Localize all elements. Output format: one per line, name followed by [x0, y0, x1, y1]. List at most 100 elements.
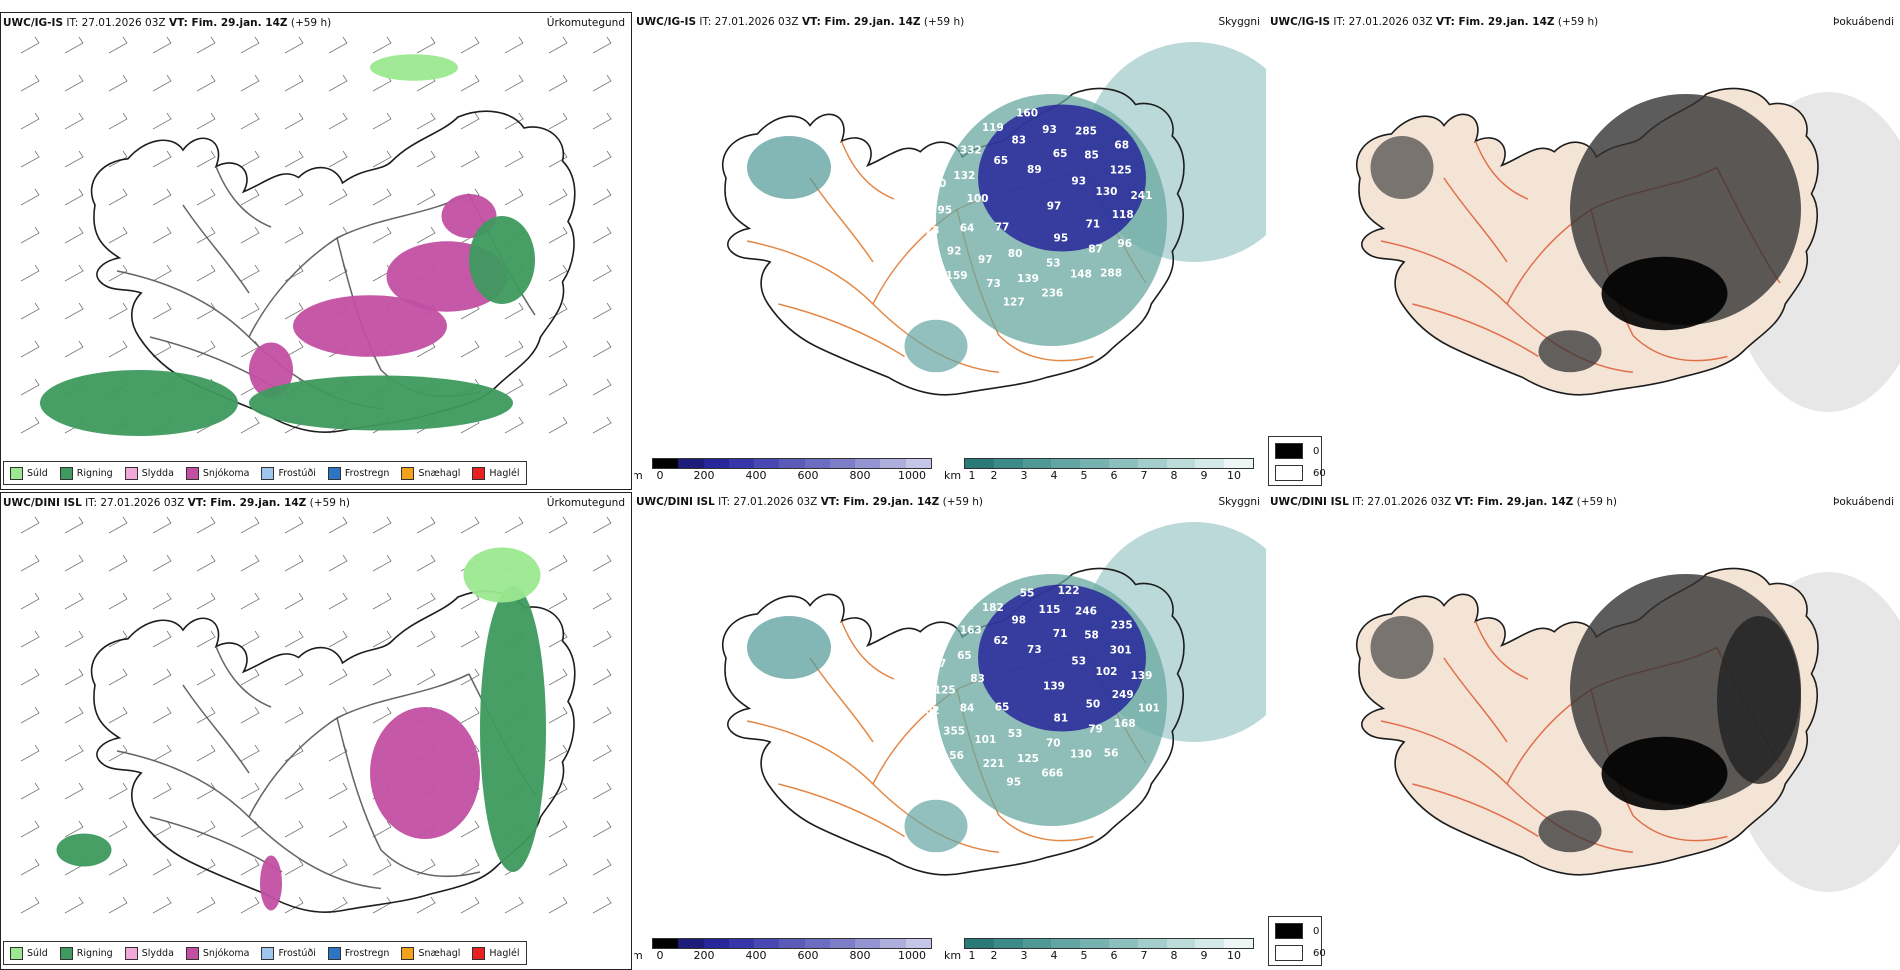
- cloud-base-label: 173: [918, 225, 940, 237]
- wind-barb: [108, 226, 128, 244]
- wind-barb: [372, 592, 392, 610]
- wind-barb: [548, 226, 568, 244]
- legend-label: Haglél: [489, 467, 520, 479]
- wind-barb: [284, 706, 304, 724]
- colorbar-tick: 9: [1200, 469, 1208, 482]
- wind-barb: [460, 858, 480, 876]
- snowfall-area: [249, 342, 293, 398]
- legend-label: Snjókoma: [202, 947, 250, 959]
- wind-barb: [152, 896, 172, 914]
- cloud-base-label: 125: [1110, 164, 1132, 176]
- panel-title: UWC/IG-IS IT: 27.01.2026 03Z VT: Fim. 29…: [3, 17, 332, 29]
- colorbar-tick: 10: [1227, 469, 1241, 482]
- colorbar-step: [993, 459, 1023, 468]
- wind-barb: [152, 516, 172, 534]
- panel-visibility-row2: UWC/DINI ISL IT: 27.01.2026 03Z VT: Fim.…: [634, 492, 1266, 970]
- wind-barb: [20, 554, 40, 572]
- wind-barb: [416, 858, 436, 876]
- legend-swatch: [10, 466, 23, 480]
- cloud-base-label: 202: [918, 705, 940, 717]
- wind-barb: [548, 150, 568, 168]
- precip-legend: Súld Rigning Slydda Snjókoma Frostúði Frostre…: [3, 941, 527, 965]
- snowfall-area: [293, 295, 447, 357]
- colorbar-tick: 7: [1140, 949, 1148, 962]
- legend-swatch: [10, 946, 23, 960]
- wind-barb: [460, 74, 480, 92]
- cloud-base-label: 126: [903, 195, 925, 207]
- wind-barb: [284, 36, 304, 54]
- wind-barb: [20, 264, 40, 282]
- colorbar-step: [754, 459, 780, 468]
- road-line: [1412, 783, 1539, 838]
- wind-barb: [20, 668, 40, 686]
- low-visibility-area: [747, 616, 831, 679]
- colorbar-step: [703, 459, 729, 468]
- wind-barb: [20, 630, 40, 648]
- wind-barb: [240, 744, 260, 762]
- wind-barb: [460, 36, 480, 54]
- wind-barb: [20, 150, 40, 168]
- fog-map: [1355, 87, 1900, 412]
- colorbar-step: [1195, 939, 1225, 948]
- cloud-base-label: 125: [1017, 753, 1039, 765]
- colorbar-step: [653, 939, 679, 948]
- cloud-base-label: 111: [951, 600, 973, 612]
- cloud-base-label: 168: [1114, 718, 1136, 730]
- cloud-base-label: 95: [937, 205, 952, 217]
- fog-legend-swatch: [1275, 945, 1303, 961]
- legend-swatch: [261, 946, 275, 960]
- colorbar-tick: 400: [745, 469, 767, 482]
- wind-barb: [416, 188, 436, 206]
- wind-barb: [64, 112, 84, 130]
- legend-item: Súld: [10, 946, 48, 960]
- wind-barb: [592, 630, 612, 648]
- colorbar-tick: 800: [849, 949, 871, 962]
- wind-barb: [592, 782, 612, 800]
- wind-barb: [64, 74, 84, 92]
- wind-barb: [372, 554, 392, 572]
- cloud-base-label: 139: [1130, 670, 1152, 682]
- wind-barb: [328, 516, 348, 534]
- field-name: Úrkomutegund: [546, 497, 625, 509]
- colorbar-ramp: [964, 938, 1254, 949]
- legend-label: Frostúði: [278, 467, 316, 479]
- colorbar-step: [754, 939, 780, 948]
- legend-label: Súld: [27, 467, 48, 479]
- colorbar-step: [855, 459, 881, 468]
- wind-barb: [592, 378, 612, 396]
- colorbar-step: [965, 939, 994, 948]
- legend-swatch: [261, 466, 275, 480]
- legend-item: Snæhagl: [401, 946, 460, 960]
- wind-barb: [284, 188, 304, 206]
- colorbar-tick: 6: [1110, 949, 1118, 962]
- wind-barb: [20, 744, 40, 762]
- wind-barb: [548, 516, 568, 534]
- wind-barb: [64, 36, 84, 54]
- visibility-map: 139 65 73 81 83 53 53 62 50 84 71 70 65 102 101 98 79 125…: [721, 522, 1266, 876]
- wind-barb: [108, 554, 128, 572]
- wind-barb: [196, 150, 216, 168]
- field-name: Skyggni: [1218, 496, 1261, 508]
- cloud-base-label: 182: [982, 602, 1004, 614]
- wind-barb: [460, 112, 480, 130]
- cloud-base-label: 70: [907, 675, 922, 687]
- colorbar-tick: 9: [1200, 949, 1208, 962]
- low-visibility-area: [747, 136, 831, 199]
- wind-barb: [284, 74, 304, 92]
- legend-swatch: [185, 466, 199, 480]
- wind-barb: [284, 820, 304, 838]
- cloud-base-label: 84: [960, 702, 975, 714]
- legend-label: Snæhagl: [418, 467, 461, 479]
- wind-barb: [372, 668, 392, 686]
- colorbar-step: [779, 939, 805, 948]
- rain-area: [40, 370, 238, 436]
- legend-item: Frostregn: [327, 466, 389, 480]
- wind-barb: [328, 36, 348, 54]
- legend-label: Frostúði: [278, 947, 316, 959]
- wind-barb: [196, 706, 216, 724]
- wind-barb: [196, 668, 216, 686]
- legend-label: Súld: [27, 947, 48, 959]
- wind-barb: [152, 744, 172, 762]
- field-name: Úrkomutegund: [546, 17, 625, 29]
- wind-barb: [328, 74, 348, 92]
